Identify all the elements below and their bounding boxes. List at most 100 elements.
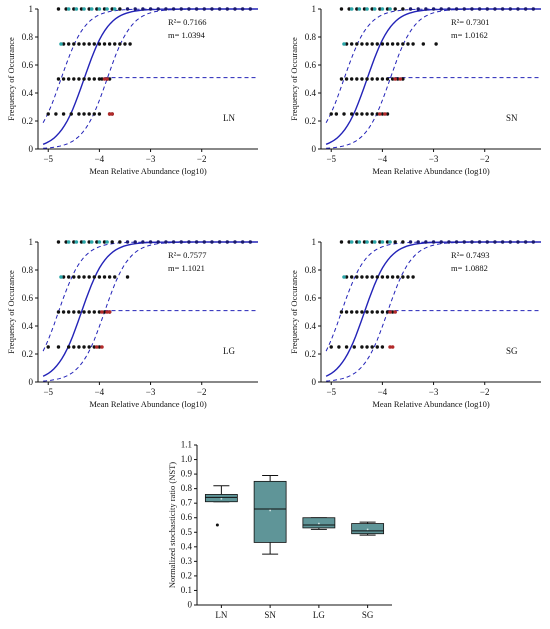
upper-confidence-curve [325,241,541,352]
data-point [370,112,374,116]
above-prediction-point [59,275,63,279]
data-point [380,42,385,46]
data-point [396,77,400,81]
data-point [125,275,130,279]
data-point [64,7,68,11]
data-point [82,77,86,81]
data-point [401,77,405,81]
data-point [439,7,443,11]
data-point [454,7,459,11]
panel-label: SG [506,346,518,356]
data-point [102,275,107,279]
y-axis-label: Frequency of Occurance [6,37,16,121]
data-point [102,240,107,244]
data-point [485,7,489,11]
data-point [156,7,160,11]
interquartile-box [253,480,287,543]
data-point [355,275,359,279]
data-point [370,275,374,279]
data-point [77,112,81,116]
r-squared-label: R²= 0.7166 [168,17,207,27]
x-tick-label: LG [313,610,325,620]
y-tick-label: 1 [312,237,317,247]
above-prediction-point [89,7,94,11]
data-point [240,240,245,244]
data-point [97,112,102,116]
data-point [97,77,102,81]
data-point [508,7,513,11]
data-point [54,112,58,116]
y-tick-label: 0.5 [181,527,193,537]
data-point [133,7,137,11]
data-point [416,240,420,244]
x-tick-label: −3 [146,154,156,164]
data-point [380,112,385,116]
above-prediction-point [112,7,117,11]
data-point [349,112,354,116]
data-point [210,240,214,244]
data-point [107,42,112,46]
data-point [125,7,130,11]
data-point [113,42,117,46]
y-tick-label: 0.9 [181,469,193,479]
slope-label: m= 1.1021 [168,263,205,273]
data-point [385,240,390,244]
data-point [87,310,91,314]
data-point [349,77,354,81]
y-tick-label: 0.4 [305,321,317,331]
data-point [375,345,379,349]
data-point [66,345,71,349]
data-point [210,7,214,11]
data-point [462,240,466,244]
data-point [225,240,230,244]
below-prediction-point [383,112,387,116]
data-point [87,112,91,116]
y-tick-label: 0.7 [181,498,193,508]
data-point [380,310,385,314]
below-prediction-point [390,345,395,349]
data-point [396,42,400,46]
outlier-point [215,523,219,527]
y-tick-label: 0.6 [181,512,193,522]
data-point [470,240,474,244]
y-tick-label: 0.6 [305,293,317,303]
x-tick-label: SN [264,610,276,620]
above-prediction-point [380,7,385,11]
above-prediction-point [388,240,392,244]
data-point [362,7,367,11]
data-point [349,310,354,314]
data-point [95,240,99,244]
data-point [362,240,367,244]
fitted-curve [42,8,258,145]
data-point [365,112,369,116]
mean-marker [317,522,320,525]
data-point [378,7,382,11]
data-point [337,345,341,349]
x-tick-label: −2 [197,387,207,397]
data-point [77,77,81,81]
y-tick-label: 0.2 [22,349,33,359]
data-point [370,42,374,46]
data-point [329,112,333,116]
data-point [385,7,390,11]
data-point [118,240,122,244]
box-ln: LN [204,485,238,620]
above-prediction-point [105,7,109,11]
y-tick-label: 0.4 [22,321,34,331]
y-axis-label: Frequency of Occurance [289,37,299,121]
below-prediction-point [393,310,397,314]
y-tick-label: 0.4 [22,88,34,98]
data-point [411,275,415,279]
r-squared-label: R²= 0.7301 [451,17,490,27]
data-point [72,275,76,279]
y-tick-label: 0.6 [22,293,34,303]
data-point [344,42,349,46]
panel-label: LN [223,113,235,123]
above-prediction-point [59,42,63,46]
data-point [360,112,364,116]
data-point [79,7,84,11]
y-tick-label: 0.8 [305,32,317,42]
data-point [355,310,359,314]
r-squared-label: R²= 0.7493 [451,250,490,260]
data-point [148,7,153,11]
